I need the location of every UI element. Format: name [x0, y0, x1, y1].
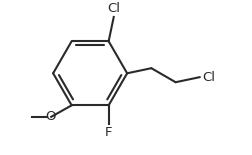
- Text: O: O: [45, 110, 56, 123]
- Text: Cl: Cl: [107, 2, 120, 15]
- Text: F: F: [105, 126, 112, 139]
- Text: Cl: Cl: [202, 71, 214, 84]
